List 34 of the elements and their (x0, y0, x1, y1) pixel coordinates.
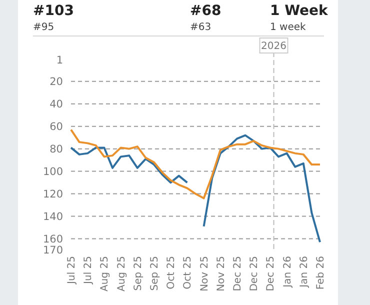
line-series (70, 128, 321, 200)
x-tick-label: Nov 25 (199, 256, 210, 292)
x-tick-label: Jan 26 (298, 256, 310, 288)
text: #95 (33, 22, 54, 33)
text: #103 (33, 3, 74, 19)
y-tick-label: 120 (42, 188, 63, 200)
x-tick-label: Feb 26 (316, 256, 326, 290)
x-tick-label: Oct 25 (166, 256, 178, 290)
text: 1 week (270, 22, 306, 33)
x-tick-label: Jul 25 (66, 256, 78, 285)
text: 1 Week (270, 3, 329, 19)
y-tick-label: 1 (56, 54, 63, 67)
x-tick-label: Nov 25 (216, 256, 227, 292)
x-tick-label: Dec 25 (249, 256, 260, 292)
x-tick-label: Oct 25 (182, 256, 194, 290)
ref-line-label: 2026 (261, 41, 286, 52)
x-tick-label: Sep 25 (132, 256, 144, 291)
y-tick-label: 40 (50, 98, 63, 111)
x-tick-label: Sep 25 (150, 256, 160, 291)
text: #68 (190, 3, 222, 19)
x-tick-label: Jul 25 (83, 256, 94, 285)
y-tick-label: 140 (42, 210, 63, 223)
y-tick-label: 170 (42, 244, 63, 257)
text: #63 (190, 22, 212, 33)
y-tick-label: 20 (50, 76, 63, 88)
x-tick-label: Aug 25 (116, 256, 128, 292)
x-tick-label: Aug 25 (100, 256, 111, 292)
x-tick-label: Dec 25 (232, 256, 244, 292)
y-tick-label: 80 (50, 143, 63, 156)
x-tick-label: Jan 26 (282, 256, 294, 288)
y-tick-label: 100 (42, 166, 63, 178)
x-tick-label: Dec 25 (266, 256, 277, 292)
y-tick-label: 60 (50, 121, 63, 134)
y-tick-label: 160 (42, 233, 63, 246)
